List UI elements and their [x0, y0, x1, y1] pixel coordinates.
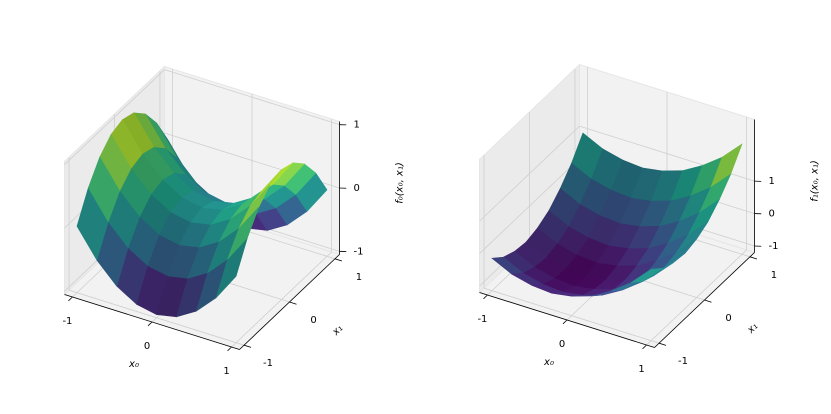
z-axis-label: f₀(x₀, x₁) — [395, 162, 406, 204]
tick-mark — [749, 256, 758, 260]
tick-mark — [289, 301, 297, 305]
panel: -1 0 1 -1 0 1 -1 0 1 x₀ x₁ f₀(x₀, x₁) — [62, 65, 406, 377]
z-tick-label: 0 — [769, 209, 775, 220]
y-axis-label: x₁ — [745, 321, 761, 337]
axis-line — [654, 252, 755, 348]
grid-line — [68, 289, 245, 346]
z-axis-label: f₁(x₀, x₁) — [810, 160, 821, 202]
tick-mark — [68, 296, 73, 302]
y-tick-label: 1 — [356, 272, 362, 283]
grid-line — [164, 69, 340, 126]
x-axis-label: x₀ — [543, 357, 554, 368]
panel: -1 0 1 -1 0 1 -1 0 1 x₀ x₁ f₁(x₀, x₁) — [477, 63, 821, 375]
tick-mark — [483, 294, 488, 300]
y-tick-label: -1 — [678, 356, 688, 367]
y-tick-label: 0 — [310, 315, 316, 326]
y-tick-label: -1 — [263, 358, 273, 369]
surface-patch — [631, 267, 663, 283]
tick-mark — [704, 299, 712, 303]
axis-line — [64, 294, 240, 350]
z-tick-label: 1 — [354, 120, 360, 131]
z-tick-label: -1 — [769, 241, 779, 252]
x-tick-label: 0 — [559, 339, 565, 350]
x-tick-label: 1 — [223, 366, 229, 377]
z-tick-label: 1 — [769, 176, 775, 187]
x-tick-label: 1 — [638, 364, 644, 375]
x-axis-label: x₀ — [128, 359, 139, 370]
surface-patch — [227, 206, 260, 260]
grid-line — [64, 69, 165, 165]
y-tick-label: 0 — [725, 313, 731, 324]
y-axis-label: x₁ — [330, 323, 346, 339]
x-tick-label: 0 — [144, 341, 150, 352]
x-tick-label: -1 — [62, 316, 72, 327]
tick-mark — [243, 344, 252, 348]
z-tick-label: 0 — [354, 183, 360, 194]
tick-mark — [642, 344, 647, 350]
tick-mark — [227, 346, 232, 352]
tick-mark — [562, 319, 568, 325]
tick-mark — [334, 258, 343, 262]
z-tick-label: -1 — [354, 246, 364, 257]
axis-line — [239, 254, 340, 350]
tick-mark — [658, 342, 667, 346]
tick-mark — [147, 321, 153, 327]
y-tick-label: 1 — [771, 270, 777, 281]
grid-line — [479, 125, 580, 222]
x-tick-label: -1 — [477, 314, 487, 325]
grid-line — [483, 287, 660, 344]
surface-patch — [88, 156, 120, 223]
grid-line — [479, 158, 580, 254]
axis-line — [479, 292, 655, 348]
